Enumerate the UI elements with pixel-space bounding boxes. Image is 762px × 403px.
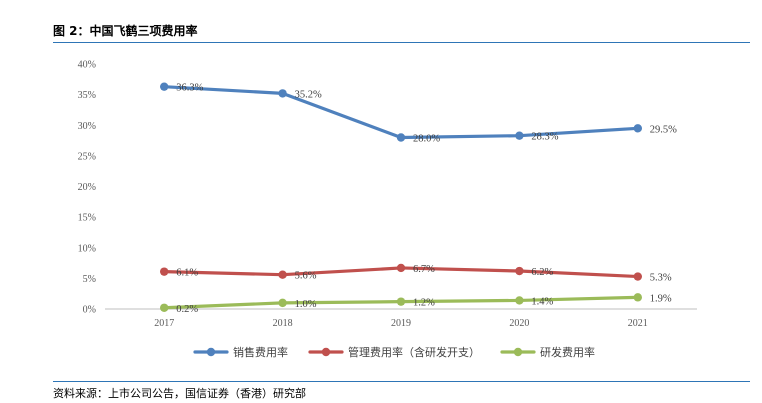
data-label: 1.0%: [295, 299, 317, 310]
y-tick-label: 20%: [78, 182, 96, 193]
source-note: 资料来源：上市公司公告，国信证券（香港）研究部: [53, 387, 306, 400]
legend-label: 管理费用率（含研发开支）: [348, 345, 480, 359]
y-tick-label: 5%: [83, 274, 96, 285]
data-point: [160, 267, 169, 276]
data-point: [278, 89, 287, 98]
data-point: [515, 296, 524, 305]
data-label: 28.3%: [531, 132, 558, 143]
data-label: 6.1%: [176, 268, 198, 279]
data-label: 1.2%: [413, 298, 435, 309]
legend-label: 销售费用率: [233, 345, 288, 359]
data-point: [633, 124, 642, 133]
data-point: [633, 293, 642, 302]
data-label: 5.6%: [295, 271, 317, 282]
data-point: [396, 133, 406, 142]
series-1: 36.3% 35.2% 28.0% 28.3% 29.5%: [160, 82, 677, 145]
data-point: [278, 270, 287, 279]
data-label: 1.9%: [650, 293, 672, 304]
y-tick-label: 10%: [78, 243, 96, 254]
x-tick-label: 2020: [509, 318, 529, 329]
data-label: 6.2%: [531, 267, 553, 278]
series-line: [162, 85, 640, 140]
y-tick-label: 25%: [78, 151, 96, 162]
y-tick-label: 15%: [78, 213, 96, 224]
data-point: [515, 266, 524, 276]
chart-legend: 销售费用率 管理费用率（含研发开支） 研发费用率: [193, 345, 595, 359]
data-point: [633, 272, 642, 281]
data-point: [396, 263, 406, 273]
x-tick-label: 2021: [628, 318, 648, 329]
legend-item-3: 研发费用率: [500, 345, 595, 359]
data-point: [515, 131, 524, 140]
figure-title: 图 2：中国飞鹤三项费用率: [53, 24, 198, 38]
y-tick-label: 0%: [83, 305, 96, 316]
chart-series: 36.3% 35.2% 28.0% 28.3% 29.5% 6.1% 5.6% 6.7% 6.2…: [160, 82, 677, 315]
x-tick-label: 2017: [154, 318, 174, 329]
legend-marker: [206, 347, 216, 357]
data-label: 1.4%: [531, 296, 553, 307]
data-label: 28.0%: [413, 134, 440, 145]
data-label: 36.3%: [176, 83, 203, 94]
data-point: [278, 298, 287, 308]
chart-axes: 0% 5% 10% 15% 20% 25% 30% 35% 40% 2017 2018 2019 202…: [78, 60, 697, 329]
data-point: [160, 303, 169, 312]
legend-marker: [513, 347, 523, 357]
legend-item-1: 销售费用率: [193, 345, 288, 359]
data-label: 0.2%: [176, 304, 198, 315]
legend-marker: [321, 347, 331, 357]
series-2: 6.1% 5.6% 6.7% 6.2% 5.3%: [160, 263, 672, 284]
legend-label: 研发费用率: [540, 345, 595, 359]
data-label: 6.7%: [413, 264, 435, 275]
legend-item-2: 管理费用率（含研发开支）: [308, 345, 480, 359]
data-label: 35.2%: [295, 89, 322, 100]
title-rule: [53, 42, 750, 43]
series-3: 0.2% 1.0% 1.2% 1.4% 1.9%: [160, 293, 672, 315]
y-tick-label: 35%: [78, 90, 96, 101]
x-tick-label: 2019: [391, 318, 411, 329]
x-tick-label: 2018: [273, 318, 293, 329]
data-point: [160, 82, 169, 91]
data-label: 29.5%: [650, 124, 677, 135]
data-label: 5.3%: [650, 273, 672, 284]
y-tick-label: 30%: [78, 121, 96, 132]
data-point: [396, 297, 406, 306]
source-rule: [53, 381, 750, 382]
y-tick-label: 40%: [78, 60, 96, 71]
